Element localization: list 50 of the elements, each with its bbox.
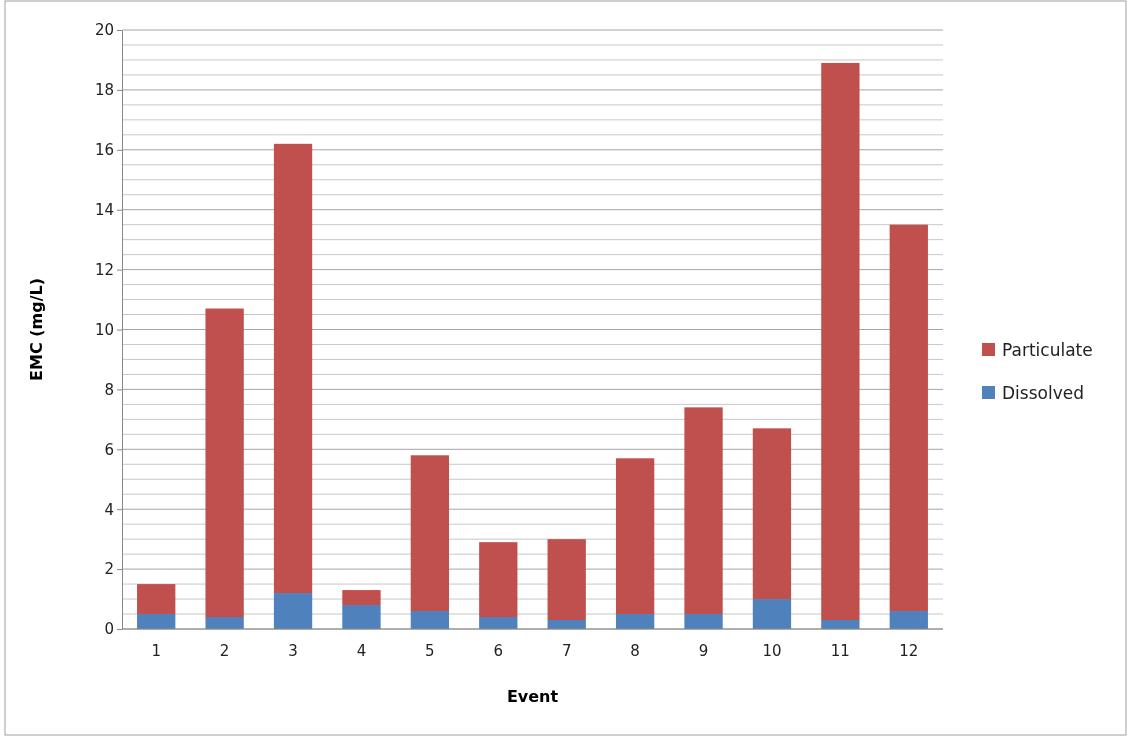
bar bbox=[342, 605, 381, 629]
x-tick-label: 11 bbox=[830, 642, 850, 660]
bar bbox=[889, 224, 928, 612]
bar bbox=[137, 614, 176, 629]
bar bbox=[479, 617, 518, 629]
bar bbox=[137, 584, 176, 615]
y-tick-label: 4 bbox=[104, 500, 114, 519]
bar bbox=[752, 599, 792, 629]
bar bbox=[410, 455, 450, 612]
y-tick-label: 12 bbox=[94, 260, 114, 279]
bar bbox=[889, 611, 928, 629]
y-tick-label: 16 bbox=[94, 141, 114, 160]
y-tick-label: 14 bbox=[94, 201, 114, 219]
x-tick-label: 6 bbox=[493, 642, 504, 660]
y-tick-label: 0 bbox=[104, 620, 114, 639]
bar bbox=[821, 620, 860, 629]
x-tick-label: 7 bbox=[561, 642, 572, 660]
x-tick-label: 2 bbox=[219, 642, 230, 660]
y-tick-label: 2 bbox=[104, 560, 114, 579]
y-tick-label: 6 bbox=[104, 440, 114, 459]
legend-label: Particulate bbox=[1002, 340, 1093, 360]
x-axis-title: Event bbox=[506, 687, 559, 706]
bar bbox=[273, 143, 313, 594]
bar bbox=[615, 614, 655, 629]
x-tick-label: 12 bbox=[899, 642, 919, 660]
x-tick-label: 4 bbox=[356, 642, 367, 660]
bar bbox=[410, 611, 450, 629]
y-axis-title: EMC (mg/L) bbox=[27, 278, 46, 381]
x-tick-label: 5 bbox=[425, 642, 435, 660]
bar bbox=[273, 593, 313, 629]
y-tick-label: 8 bbox=[104, 380, 114, 399]
x-tick-label: 9 bbox=[698, 642, 709, 660]
bar bbox=[205, 308, 244, 618]
y-tick-label: 18 bbox=[94, 81, 114, 100]
y-tick-label: 10 bbox=[94, 320, 114, 339]
x-tick-label: 8 bbox=[630, 642, 640, 660]
bar bbox=[684, 407, 723, 615]
legend-label: Dissolved bbox=[1002, 383, 1084, 403]
bar bbox=[547, 539, 586, 621]
bar bbox=[479, 542, 518, 618]
bar bbox=[821, 62, 860, 621]
bar bbox=[342, 590, 381, 606]
bar bbox=[684, 614, 723, 629]
x-tick-label: 10 bbox=[762, 642, 782, 660]
y-tick-label: 20 bbox=[94, 21, 114, 40]
x-tick-label: 1 bbox=[151, 642, 161, 660]
bar bbox=[752, 428, 792, 600]
bar bbox=[205, 617, 244, 629]
x-tick-label: 3 bbox=[288, 642, 298, 660]
bar bbox=[615, 458, 655, 615]
